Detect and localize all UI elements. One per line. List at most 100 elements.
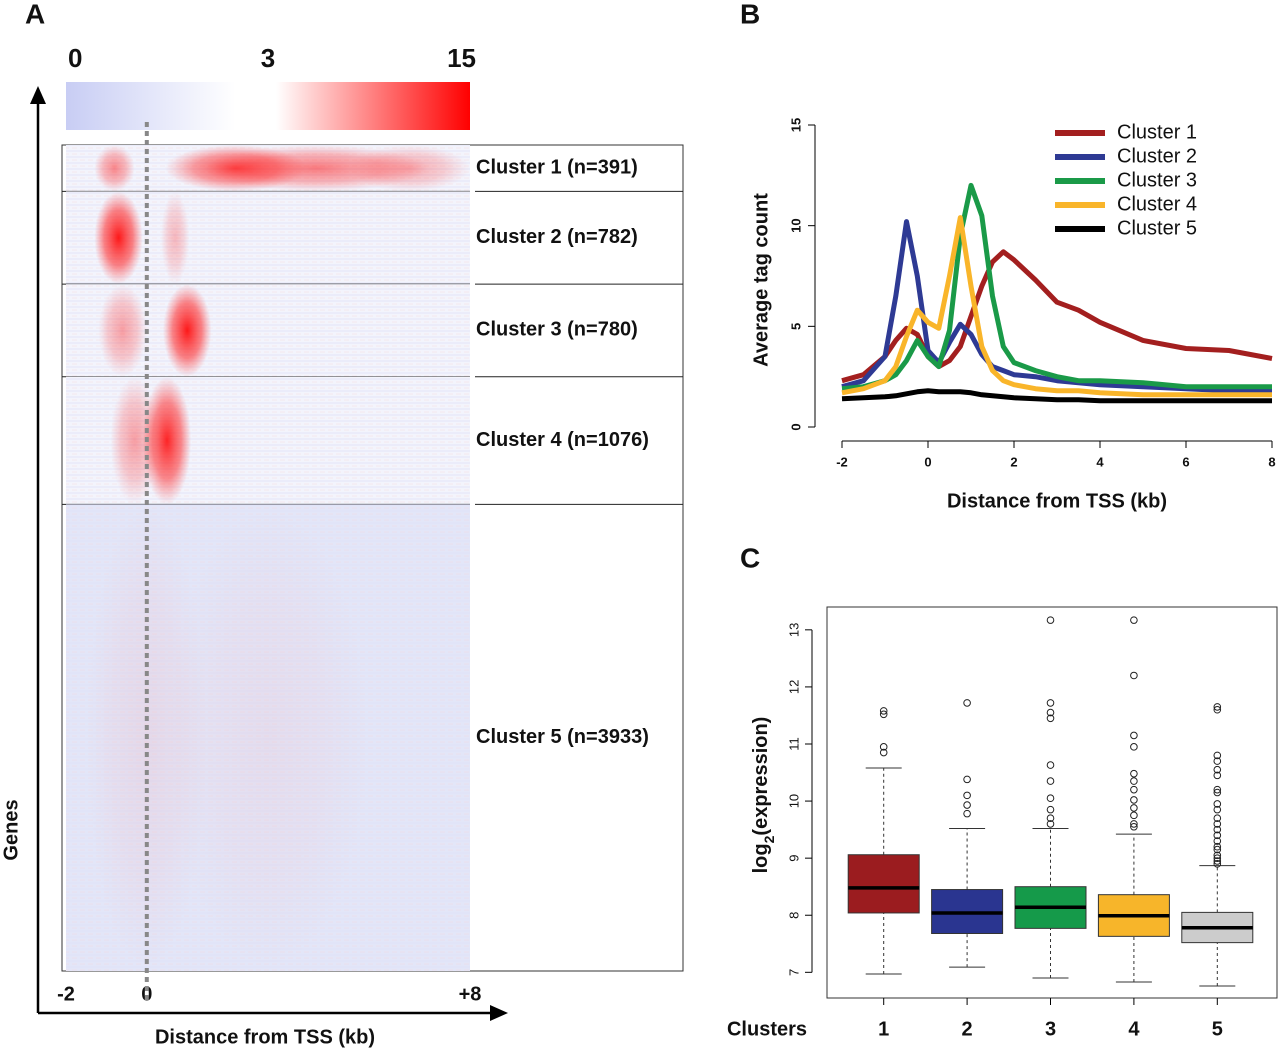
y-tick-label: 12 — [786, 680, 801, 694]
y-axis-label: Average tag count — [750, 193, 772, 367]
outlier — [1130, 822, 1138, 831]
signal-blob — [94, 191, 143, 285]
outlier — [963, 809, 971, 818]
signal-blob — [160, 191, 190, 285]
outlier — [1213, 814, 1222, 822]
label-part: (expression) — [750, 717, 772, 836]
outlier — [1213, 857, 1222, 865]
outlier — [1130, 811, 1138, 820]
outlier — [1213, 800, 1222, 808]
panel-letter: C — [740, 542, 760, 573]
arrow-head — [490, 1005, 508, 1021]
y-tick-label: 8 — [786, 912, 801, 919]
colorbar-label: 0 — [68, 43, 82, 73]
cluster-label: Cluster 4 (n=1076) — [476, 429, 649, 451]
outlier — [1130, 731, 1138, 740]
outlier — [1213, 757, 1222, 765]
outlier — [1130, 785, 1138, 794]
outlier — [963, 775, 971, 784]
y-axis-label: log2(expression) — [750, 717, 776, 874]
x-tick-label: 2 — [1010, 454, 1017, 469]
outlier — [1213, 771, 1222, 780]
outlier — [963, 791, 971, 800]
outlier — [1213, 854, 1222, 862]
outlier — [1213, 788, 1222, 797]
outlier — [1213, 765, 1222, 774]
x-tick-label: 3 — [1045, 1018, 1056, 1040]
label-part: log — [750, 843, 772, 873]
arrow-head — [30, 86, 46, 104]
signal-blob — [348, 145, 470, 192]
outlier — [1213, 825, 1222, 834]
legend-label: Cluster 5 — [1117, 217, 1197, 239]
y-tick-label: 10 — [788, 218, 803, 232]
series-line — [841, 182, 1272, 392]
white-mask — [470, 146, 475, 970]
outlier — [1213, 860, 1222, 868]
cluster-label: Cluster 2 (n=782) — [476, 226, 638, 248]
x-tick-label: 0 — [924, 454, 931, 469]
series-line — [841, 215, 1272, 398]
signal-blob — [162, 284, 212, 377]
colorbar-label: 3 — [261, 43, 275, 73]
outlier — [1213, 705, 1222, 714]
x-tick-label: 8 — [1268, 454, 1275, 469]
x-tick-label: 6 — [1182, 454, 1189, 469]
legend-label: Cluster 1 — [1117, 121, 1197, 143]
outlier — [1130, 616, 1138, 624]
x-axis-label: Distance from TSS (kb) — [947, 490, 1167, 512]
panel-letter: A — [25, 0, 45, 29]
outlier — [1213, 851, 1222, 860]
outlier — [1213, 805, 1222, 814]
outlier — [1046, 714, 1055, 723]
outlier — [1046, 805, 1055, 814]
y-tick-label: 10 — [786, 794, 801, 808]
y-axis-label: Genes — [0, 799, 22, 860]
series-line — [841, 388, 1272, 404]
outlier — [1046, 708, 1055, 717]
x-tick-label: 5 — [1212, 1018, 1223, 1040]
outlier — [1130, 743, 1138, 751]
outlier — [1130, 804, 1138, 812]
x-tick-label: 0 — [141, 983, 152, 1005]
outlier — [1213, 785, 1222, 794]
outlier — [1046, 699, 1055, 707]
legend-label: Cluster 2 — [1117, 145, 1197, 167]
series-line — [841, 249, 1273, 384]
y-tick-label: 9 — [786, 855, 801, 862]
box-frame — [826, 606, 1278, 999]
x-tick-label: 4 — [1128, 1018, 1140, 1040]
colorbar — [66, 82, 470, 130]
outlier — [1213, 837, 1222, 845]
outlier — [963, 801, 971, 809]
outlier — [1130, 796, 1138, 804]
x-tick-label: 1 — [878, 1018, 889, 1040]
outlier — [1213, 845, 1222, 854]
outlier — [963, 699, 971, 707]
y-tick-label: 7 — [786, 969, 801, 976]
outlier — [1130, 820, 1138, 828]
cluster-label: Cluster 1 (n=391) — [476, 156, 638, 178]
signal-blob — [94, 145, 135, 192]
outlier — [1213, 751, 1222, 760]
outlier — [1046, 761, 1055, 769]
outlier — [1046, 814, 1055, 822]
outlier — [1130, 769, 1138, 778]
outlier — [1046, 820, 1055, 828]
outlier — [879, 748, 888, 757]
box — [847, 854, 920, 914]
signal-blob — [98, 284, 147, 377]
outlier — [1213, 831, 1222, 840]
outlier — [1213, 703, 1222, 711]
y-tick-label: 15 — [788, 118, 803, 132]
outlier — [879, 710, 888, 719]
cluster-label: Cluster 5 (n=3933) — [476, 726, 649, 748]
outlier — [1046, 616, 1055, 624]
series-line — [841, 219, 1272, 394]
signal-blob — [167, 504, 369, 971]
cluster-label: Cluster 3 (n=780) — [476, 319, 638, 341]
x-axis-label: Distance from TSS (kb) — [155, 1026, 375, 1048]
x-tick-label: 4 — [1096, 454, 1104, 469]
x-axis-label: Clusters — [727, 1018, 807, 1040]
